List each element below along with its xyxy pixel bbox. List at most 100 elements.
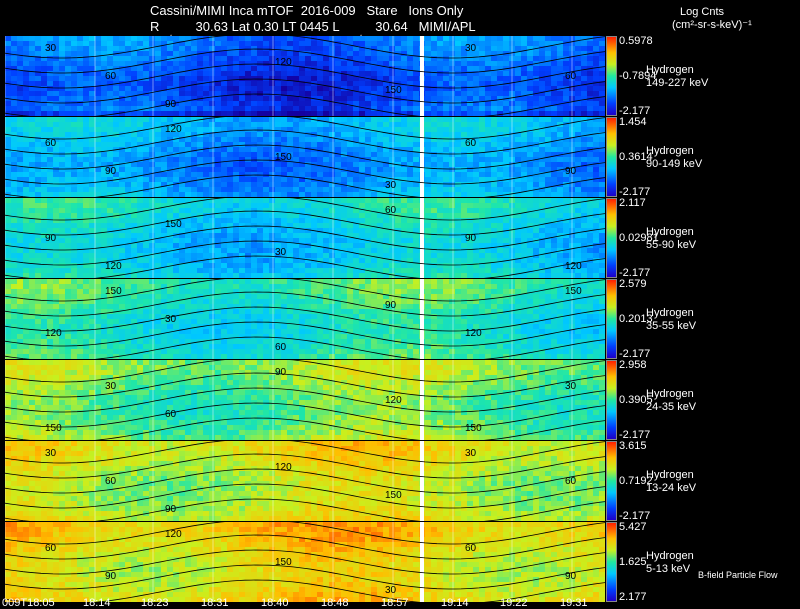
heatmap-cell (245, 41, 251, 46)
heatmap-cell (347, 147, 353, 152)
heatmap-cell (371, 243, 377, 248)
heatmap-cell (35, 349, 41, 354)
heatmap-cell (281, 61, 287, 66)
heatmap-cell (89, 61, 95, 66)
heatmap-cell (551, 228, 557, 233)
heatmap-cell (263, 243, 269, 248)
heatmap-cell (125, 41, 131, 46)
heatmap-cell (179, 208, 185, 213)
heatmap-cell (563, 137, 569, 142)
heatmap-cell (341, 167, 347, 172)
heatmap-cell (293, 167, 299, 172)
heatmap-cell (263, 228, 269, 233)
heatmap-cell (341, 223, 347, 228)
heatmap-cell (173, 76, 179, 81)
heatmap-cell (437, 203, 443, 208)
heatmap-cell (287, 152, 293, 157)
heatmap-cell (599, 91, 605, 96)
heatmap-cell (149, 233, 155, 238)
heatmap-cell (203, 51, 209, 56)
heatmap-cell (533, 192, 539, 197)
heatmap-cell (299, 258, 305, 263)
heatmap-cell (287, 238, 293, 243)
heatmap-cell (311, 223, 317, 228)
heatmap-cell (227, 177, 233, 182)
heatmap-cell (125, 218, 131, 223)
heatmap-cell (95, 81, 101, 86)
heatmap-cell (323, 127, 329, 132)
heatmap-cell (155, 106, 161, 111)
heatmap-cell (227, 101, 233, 106)
heatmap-cell (437, 46, 443, 51)
heatmap-cell (371, 198, 377, 203)
heatmap-cell (191, 76, 197, 81)
heatmap-cell (479, 36, 485, 41)
heatmap-cell (413, 187, 419, 192)
heatmap-cell (89, 233, 95, 238)
heatmap-cell (155, 147, 161, 152)
heatmap-cell (431, 228, 437, 233)
heatmap-cell (557, 132, 563, 137)
spectrogram-panel: 30 60 90 120 150 30 60 (5, 36, 605, 116)
heatmap-cell (461, 152, 467, 157)
heatmap-cell (569, 152, 575, 157)
heatmap-cell (197, 101, 203, 106)
heatmap-cell (557, 111, 563, 116)
heatmap-cell (299, 81, 305, 86)
heatmap-cell (335, 192, 341, 197)
heatmap-cell (59, 122, 65, 127)
heatmap-cell (29, 96, 35, 101)
heatmap-cell (5, 142, 11, 147)
heatmap-cell (203, 46, 209, 51)
heatmap-cell (281, 192, 287, 197)
heatmap-cell (323, 167, 329, 172)
heatmap-cell (149, 41, 155, 46)
heatmap-cell (347, 81, 353, 86)
heatmap-cell (59, 258, 65, 263)
heatmap-cell (359, 147, 365, 152)
heatmap-cell (77, 132, 83, 137)
heatmap-cell (107, 122, 113, 127)
heatmap-cell (593, 147, 599, 152)
heatmap-cell (299, 41, 305, 46)
heatmap-cell (77, 117, 83, 122)
heatmap-cell (287, 167, 293, 172)
heatmap-cell (29, 203, 35, 208)
heatmap-cell (443, 157, 449, 162)
heatmap-cell (197, 172, 203, 177)
heatmap-cell (455, 162, 461, 167)
heatmap-cell (17, 111, 23, 116)
heatmap-cell (521, 162, 527, 167)
heatmap-cell (515, 187, 521, 192)
heatmap-cell (425, 51, 431, 56)
heatmap-cell (551, 187, 557, 192)
heatmap-cell (17, 238, 23, 243)
heatmap-cell (203, 182, 209, 187)
heatmap-cell (239, 66, 245, 71)
heatmap-cell (491, 248, 497, 253)
heatmap-cell (191, 228, 197, 233)
heatmap-cell (503, 142, 509, 147)
heatmap-cell (299, 273, 305, 278)
heatmap-cell (209, 132, 215, 137)
heatmap-cell (197, 233, 203, 238)
heatmap-cell (383, 76, 389, 81)
heatmap-cell (275, 71, 281, 76)
heatmap-cell (545, 218, 551, 223)
heatmap-cell (83, 71, 89, 76)
heatmap-cell (11, 198, 17, 203)
heatmap-cell (35, 334, 41, 339)
heatmap-cell (515, 111, 521, 116)
heatmap-cell (221, 71, 227, 76)
heatmap-cell (59, 172, 65, 177)
heatmap-cell (455, 41, 461, 46)
heatmap-cell (335, 56, 341, 61)
heatmap-cell (257, 243, 263, 248)
heatmap-cell (563, 41, 569, 46)
heatmap-cell (461, 203, 467, 208)
heatmap-cell (353, 253, 359, 258)
heatmap-cell (251, 162, 257, 167)
heatmap-cell (347, 187, 353, 192)
heatmap-cell (59, 213, 65, 218)
heatmap-cell (407, 122, 413, 127)
